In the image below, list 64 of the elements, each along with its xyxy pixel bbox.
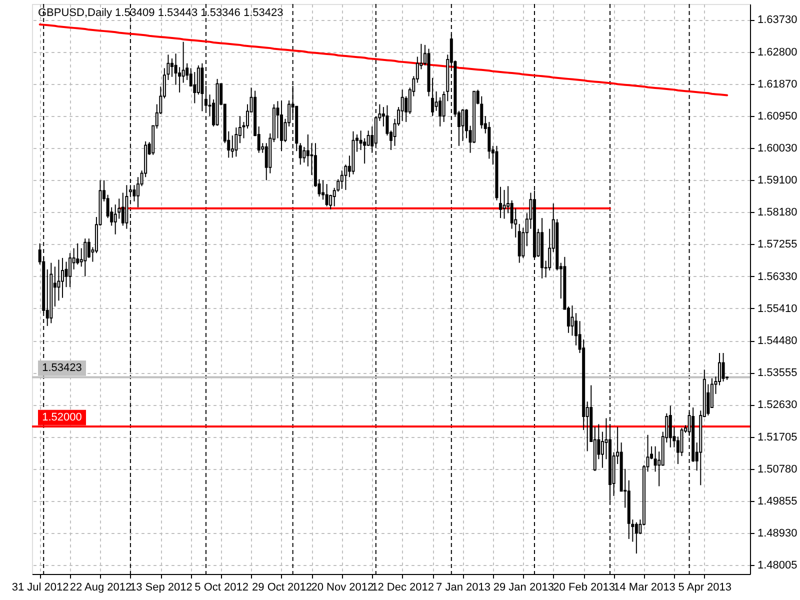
candlestick	[400, 89, 404, 122]
candlestick	[718, 352, 722, 386]
candlestick	[302, 146, 306, 164]
y-tick-label: 1.48005	[758, 560, 798, 572]
candlestick	[182, 41, 185, 84]
chart-title: GBPUSD,Daily 1.53409 1.53443 1.53346 1.53423	[38, 7, 284, 19]
candlestick	[668, 405, 672, 448]
candlestick	[76, 242, 80, 266]
x-tick-label: 20 Nov 2012	[311, 582, 374, 594]
y-tick-label: 1.61870	[758, 78, 798, 91]
x-tick-label: 13 Sep 2012	[130, 582, 192, 594]
x-tick-label: 31 Jul 2012	[12, 582, 69, 594]
candlestick	[366, 130, 370, 146]
y-tick-label: 1.62800	[758, 46, 798, 58]
ref-line-label: 1.53423	[42, 362, 82, 374]
candlestick	[570, 304, 574, 336]
y-tick-label: 1.52630	[758, 399, 798, 412]
y-tick-label: 1.50780	[758, 463, 798, 476]
candlestick	[193, 72, 196, 104]
y-tick-label: 1.51705	[758, 431, 798, 444]
y-tick-label: 1.56330	[758, 270, 798, 283]
y-tick-label: 1.48930	[758, 528, 798, 540]
x-tick-label: 20 Feb 2013	[553, 582, 615, 594]
x-tick-label: 29 Oct 2012	[252, 582, 312, 594]
candlestick	[502, 189, 506, 220]
candlestick	[60, 257, 64, 298]
candlestick	[325, 184, 328, 207]
candlestick	[121, 192, 124, 226]
x-tick-label: 12 Dec 2012	[372, 582, 434, 594]
y-tick-label: 1.60950	[758, 110, 798, 123]
y-tick-label: 1.59100	[758, 174, 798, 187]
candlestick	[84, 238, 87, 277]
y-tick-label: 1.60030	[758, 142, 798, 154]
y-tick-label: 1.63730	[758, 14, 798, 26]
candlestick	[461, 108, 464, 142]
candlestick	[465, 108, 468, 139]
candlestick	[344, 164, 348, 190]
candlestick	[499, 186, 502, 219]
x-tick-label: 7 Jan 2013	[436, 582, 490, 594]
candlestick	[634, 522, 638, 554]
candlestick	[136, 176, 140, 208]
candlestick	[574, 312, 578, 346]
y-tick-label: 1.54480	[758, 335, 798, 348]
candlestick	[234, 127, 238, 158]
candlestick	[722, 352, 725, 382]
x-tick-label: 5 Apr 2013	[678, 582, 732, 594]
candlestick	[680, 427, 684, 457]
ref-line-label: 1.52000	[42, 412, 82, 424]
candlestick	[68, 252, 72, 288]
candlestick	[64, 261, 68, 288]
candlestick	[170, 58, 174, 78]
x-tick-label: 14 Mar 2013	[614, 582, 676, 594]
y-tick-label: 1.53555	[758, 367, 798, 380]
x-tick-label: 29 Jan 2013	[493, 582, 554, 594]
candlestick	[276, 100, 280, 139]
y-tick-label: 1.55410	[758, 302, 798, 315]
line-series	[38, 23, 728, 96]
candlestick	[298, 142, 302, 166]
y-tick-label: 1.58180	[758, 206, 798, 219]
y-tick-label: 1.49855	[758, 495, 798, 508]
y-tick-label: 1.57255	[758, 238, 798, 251]
x-tick-label: 22 Aug 2012	[70, 582, 132, 594]
x-tick-label: 5 Oct 2012	[194, 582, 248, 594]
candlestick	[87, 238, 90, 258]
